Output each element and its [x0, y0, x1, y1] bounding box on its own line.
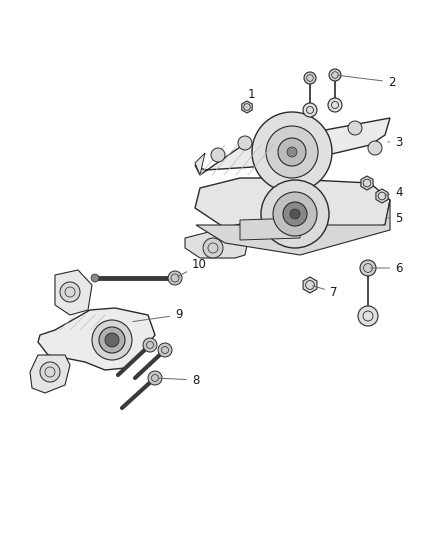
Text: 10: 10 — [177, 259, 207, 277]
Circle shape — [252, 112, 332, 192]
Circle shape — [266, 126, 318, 178]
Polygon shape — [195, 178, 390, 240]
Polygon shape — [303, 277, 317, 293]
Circle shape — [329, 69, 341, 81]
Circle shape — [40, 362, 60, 382]
Text: 1: 1 — [247, 88, 255, 107]
Circle shape — [238, 136, 252, 150]
Polygon shape — [38, 308, 155, 370]
Polygon shape — [196, 200, 390, 255]
Polygon shape — [30, 355, 70, 393]
Circle shape — [328, 98, 342, 112]
Circle shape — [273, 192, 317, 236]
Circle shape — [211, 148, 225, 162]
Circle shape — [105, 333, 119, 347]
Circle shape — [203, 238, 223, 258]
Circle shape — [283, 202, 307, 226]
Polygon shape — [195, 153, 205, 175]
Circle shape — [91, 274, 99, 282]
Circle shape — [99, 327, 125, 353]
Circle shape — [158, 343, 172, 357]
Polygon shape — [55, 270, 92, 315]
Circle shape — [92, 320, 132, 360]
Text: 2: 2 — [338, 75, 396, 88]
Text: 5: 5 — [388, 212, 403, 224]
Text: 7: 7 — [313, 286, 338, 298]
Text: 9: 9 — [133, 309, 183, 321]
Circle shape — [348, 121, 362, 135]
Circle shape — [261, 180, 329, 248]
Polygon shape — [242, 101, 252, 113]
Circle shape — [168, 271, 182, 285]
Polygon shape — [240, 218, 300, 240]
Circle shape — [303, 103, 317, 117]
Polygon shape — [376, 189, 388, 203]
Polygon shape — [361, 176, 373, 190]
Circle shape — [148, 371, 162, 385]
Circle shape — [143, 338, 157, 352]
Circle shape — [290, 209, 300, 219]
Circle shape — [304, 72, 316, 84]
Circle shape — [360, 260, 376, 276]
Polygon shape — [185, 222, 248, 258]
Circle shape — [278, 138, 306, 166]
Circle shape — [287, 147, 297, 157]
Text: 8: 8 — [158, 374, 199, 386]
Circle shape — [368, 141, 382, 155]
Text: 6: 6 — [371, 262, 403, 274]
Polygon shape — [195, 118, 390, 175]
Text: 4: 4 — [385, 185, 403, 198]
Circle shape — [60, 282, 80, 302]
Text: 3: 3 — [388, 135, 403, 149]
Circle shape — [358, 306, 378, 326]
